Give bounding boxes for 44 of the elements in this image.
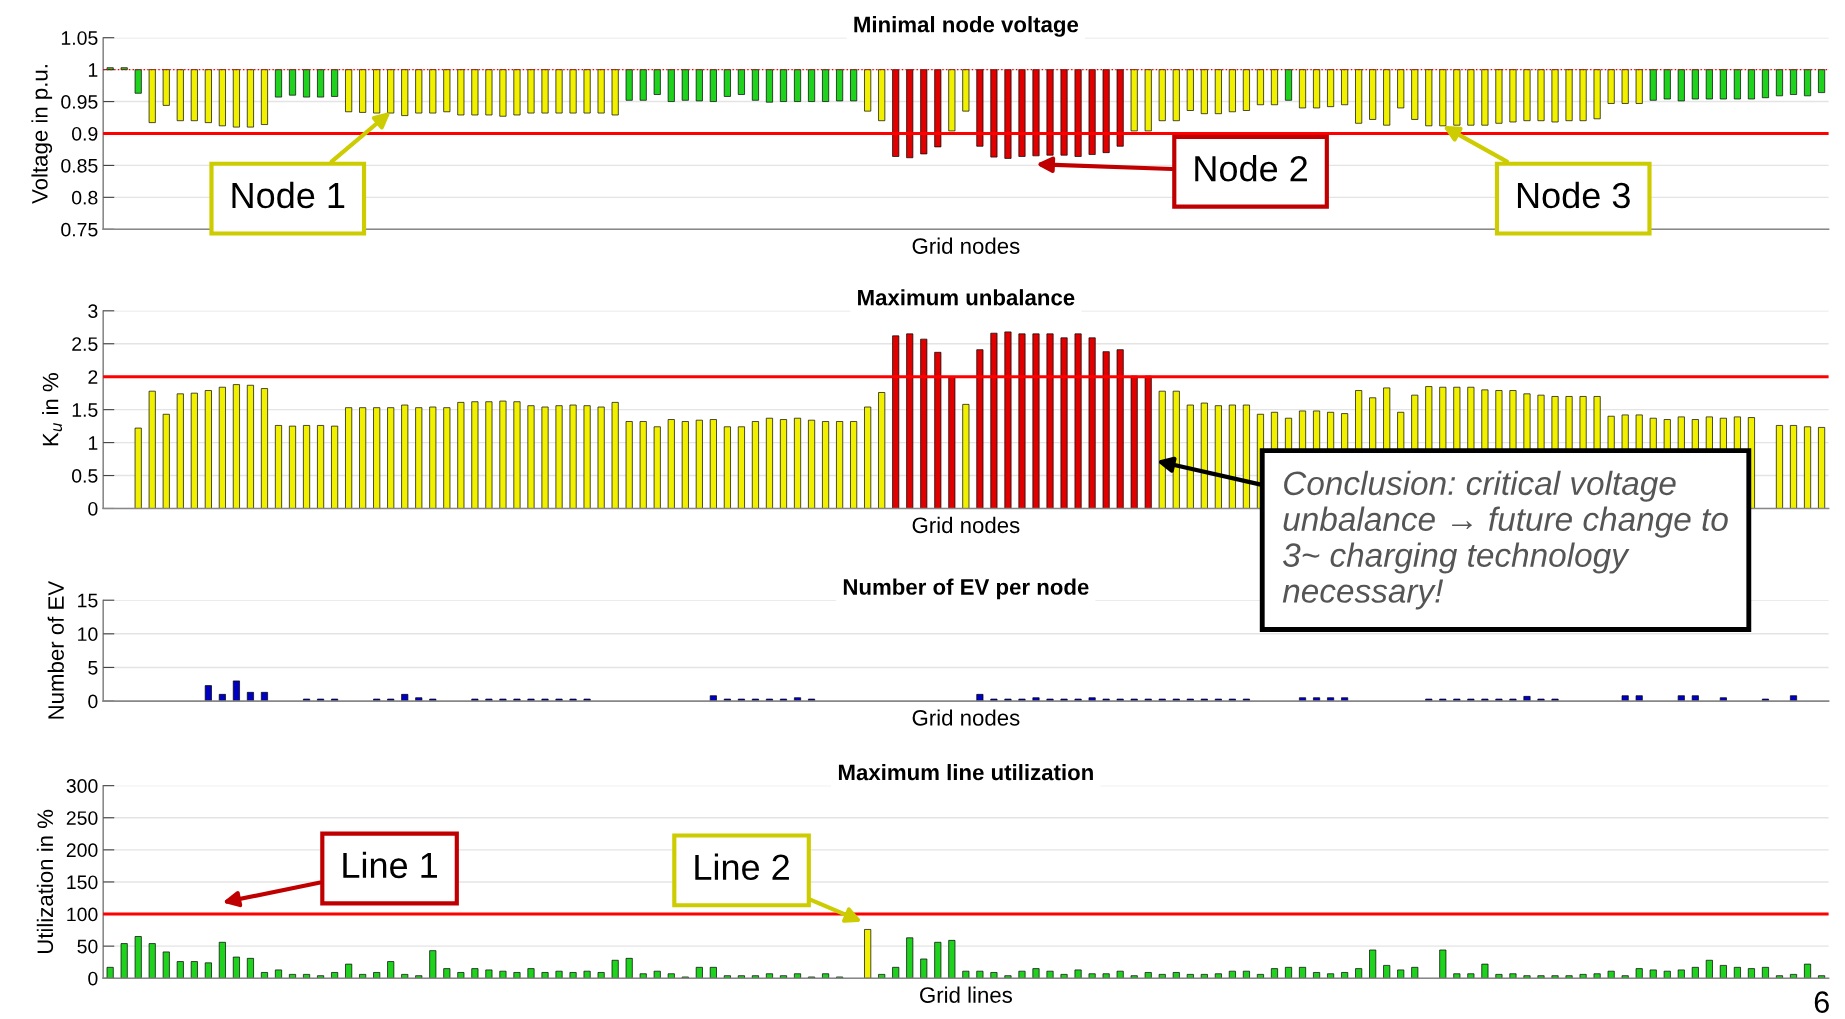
y-tick-label: 0 — [88, 971, 98, 986]
y-tick-label: 2.5 — [72, 337, 98, 351]
y-tick-label: 0.75 — [61, 222, 98, 237]
y-tick-label: 15 — [78, 593, 98, 608]
chart-title: Minimal node voltage — [854, 16, 1079, 37]
annotation: Node 2 — [1195, 154, 1307, 182]
y-tick-label: 0.8 — [72, 190, 98, 205]
y-axis-title: Voltage in p.u. — [31, 65, 53, 204]
y-tick-label: 0.5 — [72, 469, 98, 483]
chart-title: Maximum unbalance — [858, 289, 1075, 306]
y-tick-label: 0 — [88, 501, 98, 516]
y-tick-label: 1.05 — [61, 31, 98, 45]
x-axis-title: Grid nodes — [912, 516, 1020, 534]
y-tick-label: 100 — [67, 907, 98, 922]
annotation: Conclusion: critical voltage unbalance → future change to 3~ charging technology necessary! — [1282, 470, 1728, 610]
x-axis-title: Grid nodes — [912, 709, 1020, 726]
y-tick-label: 1.5 — [72, 403, 98, 417]
text: 6 — [1814, 991, 1829, 1013]
y-tick-label: 1 — [88, 436, 98, 450]
y-axis-title: Utilization in % — [36, 809, 54, 954]
y-tick-label: 5 — [88, 661, 98, 675]
annotation: Node 1 — [232, 181, 345, 209]
y-tick-label: 0.9 — [72, 126, 98, 141]
y-tick-label: 1 — [88, 63, 98, 77]
y-tick-label: 0.95 — [61, 95, 98, 109]
annotation: Line 2 — [695, 853, 789, 881]
y-tick-label: 0 — [88, 694, 98, 709]
y-tick-label: 300 — [66, 779, 98, 793]
y-tick-label: 200 — [66, 843, 98, 858]
annotation: Node 3 — [1517, 181, 1630, 209]
y-tick-label: 250 — [66, 811, 98, 825]
y-tick-label: 150 — [67, 875, 98, 890]
y-axis-title: K$_{u}$ in % — [42, 373, 63, 446]
x-axis-title: Grid nodes — [912, 237, 1020, 254]
y-axis-title: Number of EV — [47, 580, 64, 719]
annotation: Line 1 — [343, 851, 437, 879]
y-tick-label: 3 — [88, 304, 98, 319]
y-tick-label: 10 — [78, 627, 98, 642]
chart-title: Maximum line utilization — [838, 763, 1093, 781]
x-axis-title: Grid lines — [920, 986, 1012, 1003]
y-tick-label: 50 — [77, 939, 98, 954]
y-tick-label: 2 — [88, 370, 98, 384]
chart-title: Number of EV per node — [843, 578, 1089, 600]
y-tick-label: 0.85 — [61, 158, 98, 173]
